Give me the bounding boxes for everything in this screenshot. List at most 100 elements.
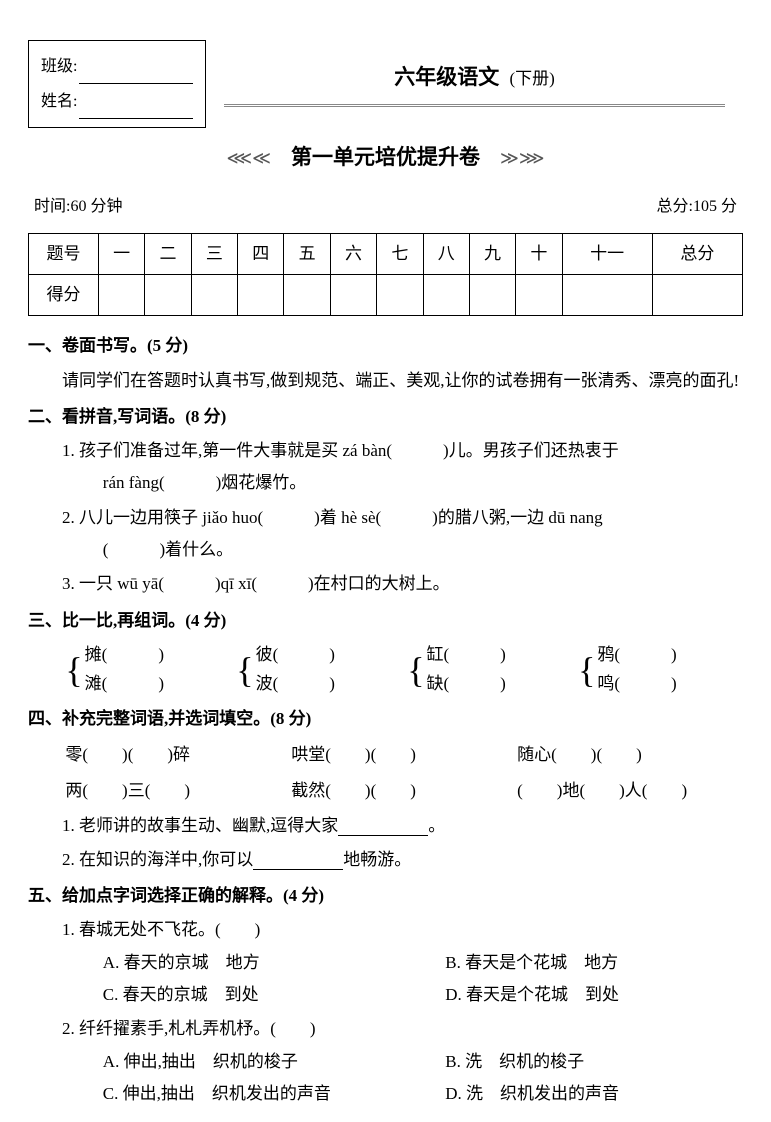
score-cell[interactable] [99,274,145,315]
name-input-line[interactable] [79,99,193,119]
col-head: 七 [377,233,423,274]
word-blank: ( )地( )人( ) [517,775,743,807]
option-b: B. 洗 织机的梭子 [445,1046,743,1078]
option-row: C. 伸出,抽出 织机发出的声音 D. 洗 织机发出的声音 [28,1078,743,1110]
word-pair: 缺( ) [426,670,505,699]
row-label: 得分 [29,274,99,315]
col-head: 八 [423,233,469,274]
col-head: 四 [238,233,284,274]
s5-q2: 2. 纤纤擢素手,札札弄机杼。( ) [28,1013,743,1045]
s4-q2-text: 2. 在知识的海洋中,你可以 [62,850,253,869]
col-head: 五 [284,233,330,274]
q2-2b: ( )着什么。 [28,534,743,566]
word-pair: 波( ) [256,670,335,699]
section-2-head: 二、看拼音,写词语。(8 分) [28,401,743,433]
score-cell[interactable] [423,274,469,315]
option-c: C. 春天的京城 到处 [103,979,445,1011]
brace-row: { 摊( ) 滩( ) { 彼( ) 波( ) { 缸( ) 缺( ) { 鸦(… [28,641,743,699]
word-pair: 彼( ) [256,641,335,670]
word-blank: 随心( )( ) [517,739,743,771]
subtitle: (下册) [509,69,554,88]
title-area: 六年级语文 (下册) [206,40,743,107]
class-label: 班级: [41,49,77,84]
table-row: 得分 [29,274,743,315]
word-blank: 截然( )( ) [291,775,517,807]
score-cell[interactable] [330,274,376,315]
score-cell[interactable] [377,274,423,315]
section-4-head: 四、补充完整词语,并选词填空。(8 分) [28,703,743,735]
ornament-right-icon: ≫⋙ [500,141,544,175]
s4-q2-end: 地畅游。 [343,850,411,869]
title-divider [224,104,725,107]
col-head: 三 [191,233,237,274]
meta-row: 时间:60 分钟 总分:105 分 [28,192,743,222]
time-label: 时间:60 分钟 [34,192,122,222]
total-score-label: 总分:105 分 [657,192,737,222]
col-head: 十一 [562,233,652,274]
word-row-1: 零( )( )碎 哄堂( )( ) 随心( )( ) [28,739,743,771]
unit-title: 第一单元培优提升卷 [291,138,480,178]
word-blank: 两( )三( ) [65,775,291,807]
score-cell[interactable] [469,274,515,315]
option-d: D. 洗 织机发出的声音 [445,1078,743,1110]
option-row: A. 春天的京城 地方 B. 春天是个花城 地方 [28,947,743,979]
score-cell[interactable] [191,274,237,315]
q2-1a: 1. 孩子们准备过年,第一件大事就是买 zá bàn( )儿。男孩子们还热衷于 [28,435,743,467]
option-row: C. 春天的京城 到处 D. 春天是个花城 到处 [28,979,743,1011]
class-input-line[interactable] [79,64,193,84]
s4-q2: 2. 在知识的海洋中,你可以 地畅游。 [28,844,743,876]
q2-2a: 2. 八儿一边用筷子 jiǎo huo( )着 hè sè( )的腊八粥,一边 … [28,502,743,534]
table-row: 题号 一 二 三 四 五 六 七 八 九 十 十一 总分 [29,233,743,274]
student-info-box: 班级: 姓名: [28,40,206,128]
word-pair: 鸦( ) [597,641,676,670]
brace-icon: { [65,652,82,688]
option-b: B. 春天是个花城 地方 [445,947,743,979]
section-5-head: 五、给加点字词选择正确的解释。(4 分) [28,880,743,912]
col-head: 九 [469,233,515,274]
section-3-head: 三、比一比,再组词。(4 分) [28,605,743,637]
row-label: 题号 [29,233,99,274]
brace-icon: { [578,652,595,688]
score-cell[interactable] [284,274,330,315]
q2-3: 3. 一只 wū yā( )qī xī( )在村口的大树上。 [28,568,743,600]
brace-icon: { [236,652,253,688]
option-d: D. 春天是个花城 到处 [445,979,743,1011]
word-blank: 零( )( )碎 [65,739,291,771]
s4-q1-text: 1. 老师讲的故事生动、幽默,逗得大家 [62,816,338,835]
col-head: 一 [99,233,145,274]
option-c: C. 伸出,抽出 织机发出的声音 [103,1078,445,1110]
brace-icon: { [407,652,424,688]
name-label: 姓名: [41,84,77,119]
word-pair: 摊( ) [85,641,164,670]
score-cell[interactable] [516,274,562,315]
fill-blank[interactable] [253,852,343,870]
score-cell[interactable] [652,274,742,315]
section-1-text: 请同学们在答题时认真书写,做到规范、端正、美观,让你的试卷拥有一张清秀、漂亮的面… [28,365,743,397]
fill-blank[interactable] [338,818,428,836]
word-row-2: 两( )三( ) 截然( )( ) ( )地( )人( ) [28,775,743,807]
option-row: A. 伸出,抽出 织机的梭子 B. 洗 织机的梭子 [28,1046,743,1078]
score-table: 题号 一 二 三 四 五 六 七 八 九 十 十一 总分 得分 [28,233,743,317]
s4-q1: 1. 老师讲的故事生动、幽默,逗得大家 。 [28,810,743,842]
word-blank: 哄堂( )( ) [291,739,517,771]
q2-1b: rán fàng( )烟花爆竹。 [28,467,743,499]
score-cell[interactable] [145,274,191,315]
s5-q1: 1. 春城无处不飞花。( ) [28,914,743,946]
word-pair: 鸣( ) [597,670,676,699]
ornament-left-icon: ⋘≪ [227,141,271,175]
word-pair: 滩( ) [85,670,164,699]
option-a: A. 伸出,抽出 织机的梭子 [103,1046,445,1078]
col-head: 六 [330,233,376,274]
main-title: 六年级语文 [394,65,499,89]
s4-q1-end: 。 [428,816,445,835]
word-pair: 缸( ) [426,641,505,670]
section-1-head: 一、卷面书写。(5 分) [28,330,743,362]
score-cell[interactable] [238,274,284,315]
option-a: A. 春天的京城 地方 [103,947,445,979]
col-head: 总分 [652,233,742,274]
col-head: 二 [145,233,191,274]
score-cell[interactable] [562,274,652,315]
col-head: 十 [516,233,562,274]
header-row: 班级: 姓名: 六年级语文 (下册) [28,40,743,128]
unit-title-row: ⋘≪ 第一单元培优提升卷 ≫⋙ [28,138,743,178]
